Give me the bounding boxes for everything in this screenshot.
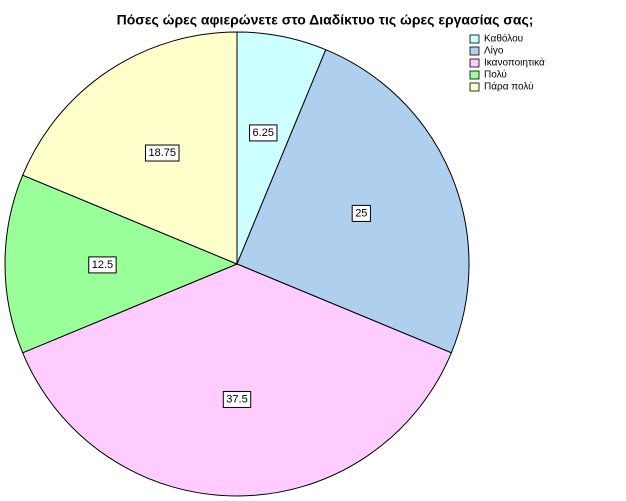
- legend-swatch: [469, 82, 480, 92]
- pie-slice: [236, 49, 470, 354]
- data-label-box: [144, 144, 180, 162]
- legend-label: Καθόλου: [484, 33, 523, 45]
- data-label: 6.25: [249, 124, 278, 142]
- legend-label: Ικανοποιητικά: [484, 57, 545, 69]
- data-label: 37.5: [222, 390, 252, 408]
- data-label-text: 37.5: [226, 393, 247, 405]
- data-label: 25: [351, 204, 371, 222]
- data-label-box: [249, 124, 278, 142]
- legend-swatch: [469, 46, 480, 56]
- data-label-text: 25: [355, 207, 367, 219]
- legend-swatch: [469, 70, 480, 80]
- chart-title: Πόσες ώρες αφιερώνετε στο Διαδίκτυο τις …: [117, 12, 534, 28]
- data-label-box: [88, 256, 117, 274]
- legend-label: Λίγο: [484, 45, 504, 57]
- pie-slice: [22, 31, 238, 265]
- data-label: 12.5: [88, 256, 117, 274]
- data-label-box: [351, 204, 371, 222]
- legend-label: Πάρα πολύ: [484, 81, 534, 93]
- data-label-box: [222, 390, 252, 408]
- data-label: 18.75: [144, 144, 180, 162]
- pie-slice: [22, 263, 452, 497]
- legend-label: Πολύ: [484, 69, 507, 81]
- data-label-text: 12.5: [92, 259, 113, 271]
- legend-swatch: [469, 58, 480, 68]
- legend-swatch: [469, 34, 480, 44]
- pie-slice: [4, 174, 239, 354]
- data-label-text: 18.75: [148, 147, 176, 159]
- data-label-text: 6.25: [253, 127, 274, 139]
